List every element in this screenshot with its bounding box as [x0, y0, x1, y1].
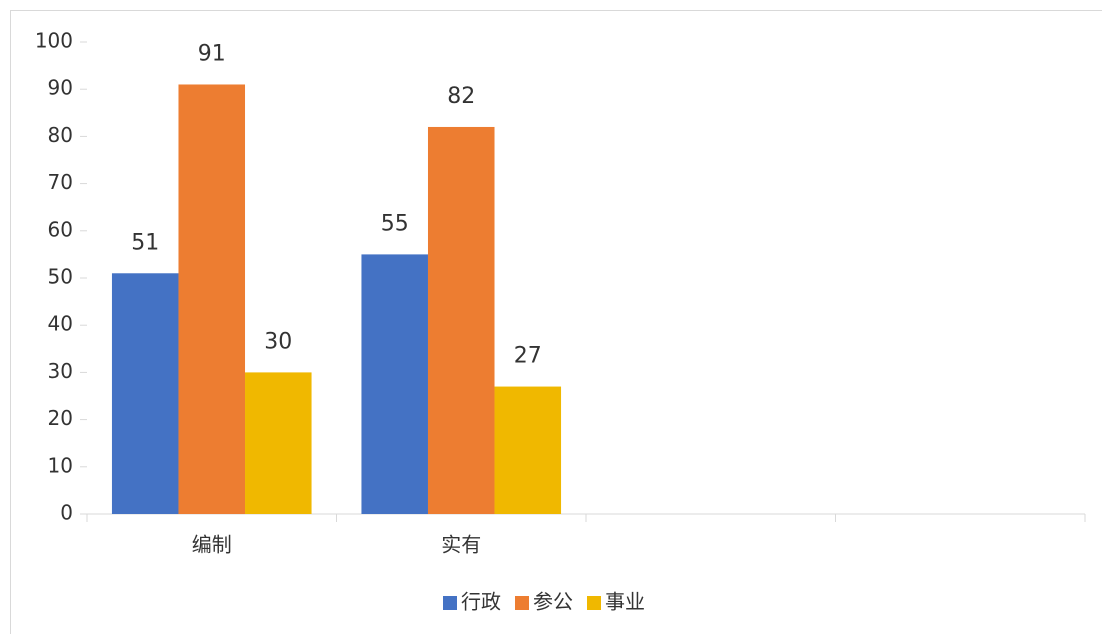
y-tick-label: 100 [35, 29, 73, 53]
bar [111, 273, 179, 514]
data-label: 51 [131, 230, 159, 255]
legend-swatch [443, 596, 457, 610]
legend-label: 参公 [533, 590, 573, 614]
y-tick-label: 60 [48, 217, 73, 241]
bar [427, 126, 495, 515]
y-tick-label: 70 [48, 170, 73, 194]
y-tick-label: 20 [48, 406, 73, 430]
data-label: 55 [381, 211, 409, 236]
bar [494, 386, 562, 514]
x-tick-label: 编制 [192, 533, 232, 557]
chart-frame [10, 10, 1102, 634]
bar [178, 84, 246, 514]
bar [361, 254, 428, 514]
y-tick-label: 90 [48, 76, 73, 100]
data-label: 82 [447, 84, 475, 109]
y-tick-label: 30 [48, 359, 73, 383]
x-tick-label: 实有 [441, 533, 481, 557]
legend-swatch [587, 596, 601, 610]
y-tick-label: 10 [48, 453, 73, 477]
data-label: 27 [514, 344, 542, 369]
y-tick-label: 40 [48, 312, 73, 336]
y-tick-label: 50 [48, 265, 73, 289]
data-label: 91 [198, 41, 226, 66]
bar [245, 372, 312, 514]
data-label: 30 [264, 329, 292, 354]
y-tick-label: 0 [60, 501, 73, 525]
legend-label: 行政 [461, 590, 501, 614]
y-tick-label: 80 [48, 123, 73, 147]
legend-label: 事业 [605, 590, 645, 614]
legend-swatch [515, 596, 529, 610]
